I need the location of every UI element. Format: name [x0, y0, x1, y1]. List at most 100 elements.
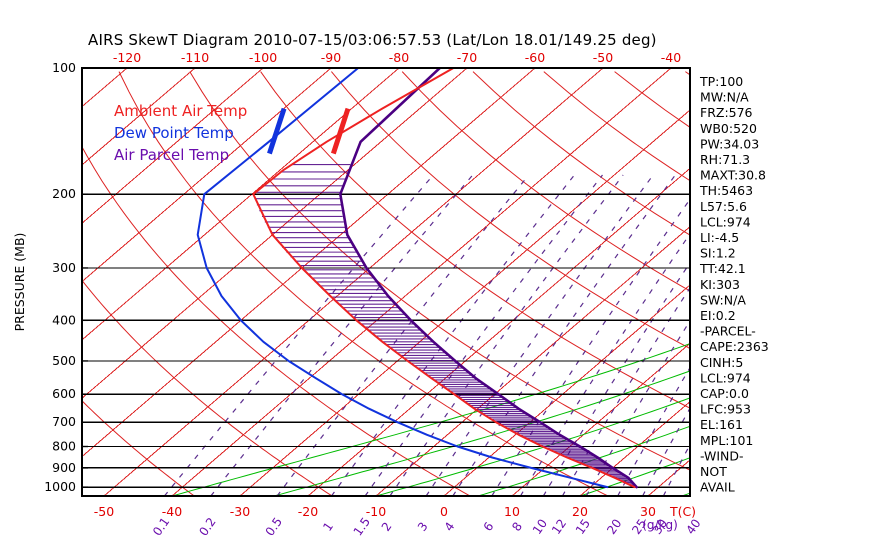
isotherm-line [647, 459, 690, 496]
pressure-tick-label: 900 [52, 460, 76, 475]
bottom-temp-tick-label: -30 [230, 504, 250, 519]
isotherm-line [307, 167, 690, 496]
isotherm-line [784, 68, 870, 496]
legend-item-2: Dew Point Temp [114, 124, 234, 142]
bottom-temp-tick-label: -20 [298, 504, 318, 519]
dry-adiabat-line [260, 71, 690, 409]
info-panel-row: EI:0.2 [700, 308, 736, 323]
isotherm-line [82, 68, 332, 283]
mixing-ratio-line [331, 174, 575, 496]
info-panel-row: MW:N/A [700, 90, 749, 105]
dry-adiabat-line [82, 400, 195, 496]
dry-adiabat-line [189, 71, 690, 471]
top-temp-tick-label: -90 [321, 50, 341, 65]
info-panel-row: SW:N/A [700, 292, 746, 307]
info-panel-row: CINH:5 [700, 355, 743, 370]
pressure-tick-label: 400 [52, 312, 76, 327]
mixing-ratio-line [519, 232, 690, 496]
info-panel-row: LCL:974 [700, 370, 751, 385]
isotherm-line [0, 68, 59, 496]
info-panel-row: MAXT:30.8 [700, 168, 766, 183]
moist-adiabat-line [579, 457, 690, 496]
pressure-tick-label: 200 [52, 186, 76, 201]
info-panel-row: EL:161 [700, 417, 743, 432]
pressure-tick-label: 500 [52, 353, 76, 368]
info-panel-row: RH:71.3 [700, 152, 750, 167]
pressure-tick-label: 700 [52, 414, 76, 429]
dewpoint-curve [196, 68, 609, 489]
mixing-ratio-tick-label: 4 [442, 520, 458, 534]
info-panel-row: FRZ:576 [700, 105, 753, 120]
isotherm-line [82, 68, 468, 399]
parcel-temp-curve-path [339, 68, 638, 489]
mixing-ratio-tick-label: 2 [379, 520, 395, 534]
isotherm-line [171, 68, 672, 496]
isotherm-line [82, 68, 264, 224]
moist-adiabat-line [171, 343, 690, 496]
dry-adiabat-line [82, 145, 471, 496]
pressure-tick-label: 100 [52, 60, 76, 75]
top-temperature-axis: -120 -110 -100 -90 -80 -70 -60 -50 -40 [113, 50, 681, 65]
isotherm-line [852, 68, 870, 496]
isotherm-line [82, 68, 196, 166]
mixing-ratio-tick-label: 20 [604, 516, 624, 537]
bottom-temp-tick-label: -10 [366, 504, 386, 519]
pressure-tick-label: 600 [52, 386, 76, 401]
temp-marker-bar [330, 107, 351, 155]
mixing-ratio-line [491, 198, 690, 496]
pressure-tick-label: 800 [52, 439, 76, 454]
mixing-ratio-tick-label: 40 [683, 516, 703, 537]
info-panel-row: CAP:0.0 [700, 386, 749, 401]
mixing-ratio-tick-label: 0.5 [263, 515, 285, 539]
top-temp-tick-label: -100 [249, 50, 277, 65]
mixing-ratio-tick-label: 8 [509, 520, 525, 534]
info-panel-row: -PARCEL- [700, 324, 756, 339]
mixing-ratio-tick-label: 10 [530, 516, 550, 537]
moist-adiabat-line [477, 425, 690, 496]
moist-adiabat-line [784, 68, 870, 496]
top-temp-tick-label: -60 [525, 50, 545, 65]
bottom-temperature-axis: -50 -40 -30 -20 -10 0 10 20 30 T(C) [94, 504, 696, 519]
info-panel-row: TH:5463 [699, 183, 753, 198]
bottom-temp-tick-label: 20 [572, 504, 588, 519]
mixing-ratio-tick-label: 0.2 [196, 515, 218, 539]
plot-frame [81, 67, 691, 497]
info-panel-row: -WIND- [700, 448, 744, 463]
temperature-axis-title: T(C) [669, 504, 696, 519]
parcel-temp-curve [339, 68, 638, 489]
moist-adiabat-line [273, 370, 690, 496]
dry-adiabat-line [401, 71, 690, 292]
mixing-ratio-line [617, 366, 690, 496]
top-temp-tick-label: -50 [593, 50, 613, 65]
isotherm-line [511, 342, 690, 496]
info-panel-row: LFC:953 [700, 402, 751, 417]
dry-adiabat-line [118, 71, 609, 496]
dry-adiabat-line [827, 72, 870, 496]
info-panel: TP:100MW:N/AFRZ:576WB0:520PW:34.03RH:71.… [699, 74, 769, 495]
pressure-tick-label: 1000 [44, 479, 76, 494]
top-temp-tick-label: -70 [457, 50, 477, 65]
isotherm-line [239, 109, 690, 496]
dewpoint-curve-path [196, 68, 609, 489]
top-temp-tick-label: -120 [113, 50, 141, 65]
dry-adiabat-line [0, 72, 56, 496]
mixing-ratio-line [210, 174, 474, 496]
bottom-temp-tick-label: -40 [162, 504, 182, 519]
info-panel-row: NOT [700, 464, 727, 479]
bottom-temp-tick-label: 10 [504, 504, 520, 519]
moist-adiabat-lines [171, 68, 870, 496]
isotherm-line [82, 68, 400, 341]
mixing-ratio-line [585, 319, 690, 496]
bottom-temp-tick-label: 0 [440, 504, 448, 519]
ambient-temp-curve-path [252, 68, 636, 489]
dry-adiabat-line [756, 72, 870, 496]
bottom-temp-tick-label: -50 [94, 504, 114, 519]
dry-adiabat-lines [0, 71, 870, 496]
pressure-axis-title: PRESSURE (MB) [12, 233, 27, 332]
info-panel-row: KI:303 [700, 277, 740, 292]
top-temp-tick-label: -40 [661, 50, 681, 65]
isotherm-line [375, 226, 690, 496]
info-panel-row: SI:1.2 [700, 246, 736, 261]
